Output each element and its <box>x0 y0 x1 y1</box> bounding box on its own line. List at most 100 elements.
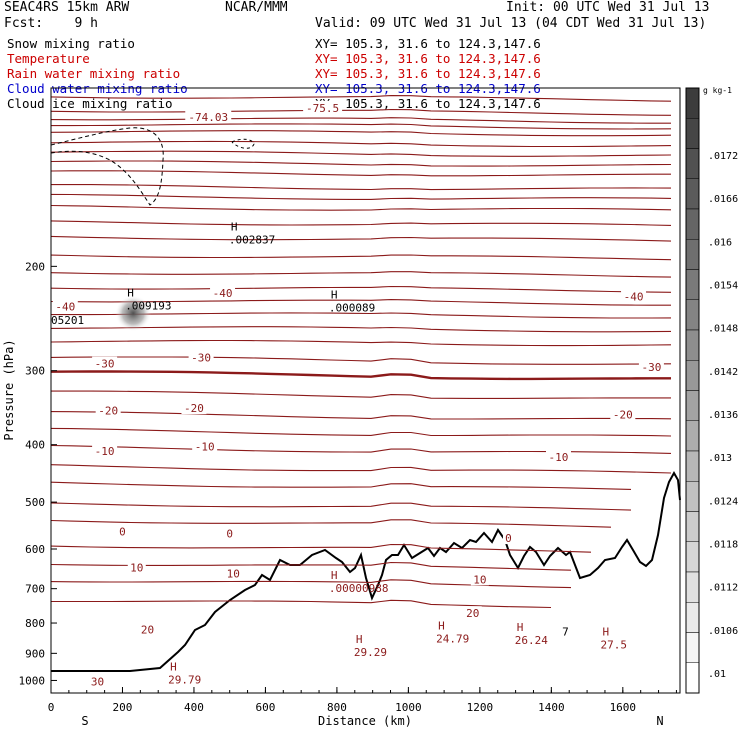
maximum-h-marker: H <box>231 220 238 233</box>
isotherm-label-bg <box>188 350 214 364</box>
isotherm-label-bg <box>52 299 78 313</box>
isotherm-label-bg <box>192 439 218 453</box>
colorbar-swatch <box>685 420 700 452</box>
maximum-h-marker: H <box>331 289 338 302</box>
maximum-h-marker: H <box>331 569 338 582</box>
org-title: NCAR/MMM <box>225 0 288 15</box>
isotherm <box>50 444 672 454</box>
contour-label: 7 <box>562 626 569 639</box>
colorbar-tick-label: .0124 <box>708 496 738 507</box>
x-tick-label: 800 <box>327 701 347 714</box>
isotherm <box>50 356 672 365</box>
isotherm-label-bg <box>502 531 514 545</box>
isotherm-label: -10 <box>95 445 115 458</box>
colorbar-swatch <box>685 602 700 633</box>
isotherm-label-bg <box>638 360 664 374</box>
legend-name: Rain water mixing ratio <box>7 66 181 81</box>
isotherm-label-bg <box>127 560 146 574</box>
colorbar-tick-label: .0166 <box>708 194 738 205</box>
isotherm-label: -40 <box>213 287 233 300</box>
isotherm <box>50 150 672 157</box>
legend-xy: XY= 105.3, 31.6 to 124.3,147.6 <box>315 51 541 66</box>
colorbar-swatch <box>685 239 700 270</box>
x-tick-label: 200 <box>113 701 133 714</box>
model-title: SEAC4RS 15km ARW <box>4 0 130 15</box>
y-axis-label: Pressure (hPa) <box>2 339 16 440</box>
isotherm <box>50 339 672 347</box>
x-axis-label: Distance (km) <box>318 714 412 728</box>
cloud-ice-contour <box>50 127 164 206</box>
snow-maximum-shading <box>115 295 152 332</box>
isotherm-label-bg <box>95 403 121 417</box>
x-tick-label: 400 <box>184 701 204 714</box>
isotherm-label-bg <box>463 606 482 620</box>
isotherm-label: -40 <box>55 301 75 314</box>
colorbar-swatch <box>685 360 700 391</box>
isotherm <box>50 519 612 528</box>
legend-xy: XY= 105.3, 31.6 to 124.3,147.6 <box>315 36 541 51</box>
isotherm-label: -10 <box>195 441 215 454</box>
maximum-value: .000089 <box>329 302 375 315</box>
x-tick-label: 1200 <box>467 701 494 714</box>
legend-name: Cloud ice mixing ratio <box>7 96 173 111</box>
isotherm-label-bg <box>545 450 571 464</box>
isotherm-label: 0 <box>505 532 512 545</box>
isotherm-label: 20 <box>466 607 479 620</box>
colorbar-tick-label: .0112 <box>708 583 738 594</box>
y-tick-label: 200 <box>25 260 45 273</box>
maximum-value: 24.79 <box>436 633 469 646</box>
isotherm-label: -74.03 <box>188 111 228 124</box>
x-tick-label: 0 <box>48 701 55 714</box>
isotherm <box>50 204 672 211</box>
isotherm-label-bg <box>181 401 207 415</box>
colorbar-swatch <box>685 118 700 149</box>
contour-label: 05201 <box>51 314 84 327</box>
y-tick-label: 300 <box>25 365 45 378</box>
colorbar-swatch <box>685 269 700 300</box>
isotherm-label-bg <box>116 524 128 538</box>
init-time: Init: 00 UTC Wed 31 Jul 13 <box>506 0 710 15</box>
isotherm-label-bg <box>88 674 107 688</box>
isotherm <box>50 193 672 200</box>
isotherm <box>50 140 672 148</box>
colorbar-tick-label: .0118 <box>708 540 738 551</box>
maximum-h-marker: H <box>127 286 134 299</box>
isotherm-label-bg <box>185 110 232 124</box>
isotherm-zero <box>50 370 671 381</box>
y-tick-label: 500 <box>25 496 45 509</box>
isotherm-label-bg <box>303 100 343 114</box>
colorbar-swatch <box>685 481 700 512</box>
isotherm <box>50 411 672 420</box>
isotherm-label: -30 <box>641 361 661 374</box>
isotherm <box>50 160 672 167</box>
colorbar-swatch <box>685 178 700 210</box>
maximum-h-marker: H <box>603 626 610 639</box>
colorbar-swatch <box>685 541 700 573</box>
isotherm <box>50 108 672 116</box>
colorbar-tick-label: .0142 <box>708 367 738 378</box>
maximum-value: .002837 <box>229 233 275 246</box>
legend-name: Temperature <box>7 51 90 66</box>
maximum-h-marker: H <box>517 621 524 634</box>
isotherm <box>50 299 671 306</box>
y-tick-label: 1000 <box>19 674 46 687</box>
colorbar-swatch <box>685 299 700 331</box>
isotherm <box>50 481 632 490</box>
colorbar-tick-label: .0172 <box>708 151 738 162</box>
colorbar-tick-label: .0106 <box>708 626 738 637</box>
colorbar-swatch <box>685 208 700 240</box>
forecast-hour: Fcst: 9 h <box>4 16 98 31</box>
isotherm-label: -30 <box>95 358 115 371</box>
isotherm-label: 10 <box>227 568 240 581</box>
north-label: N <box>656 714 663 728</box>
colorbar-unit: g kg-1 <box>703 86 732 95</box>
colorbar-frame <box>685 87 700 694</box>
isotherm <box>51 184 672 191</box>
isotherm <box>50 254 672 261</box>
colorbar-swatch <box>685 632 700 663</box>
legend-xy: XY= 105.3, 31.6 to 124.3,147.6 <box>315 66 541 81</box>
y-tick-label: 900 <box>25 647 45 660</box>
isotherm <box>50 427 672 437</box>
isotherm-label: -30 <box>191 351 211 364</box>
